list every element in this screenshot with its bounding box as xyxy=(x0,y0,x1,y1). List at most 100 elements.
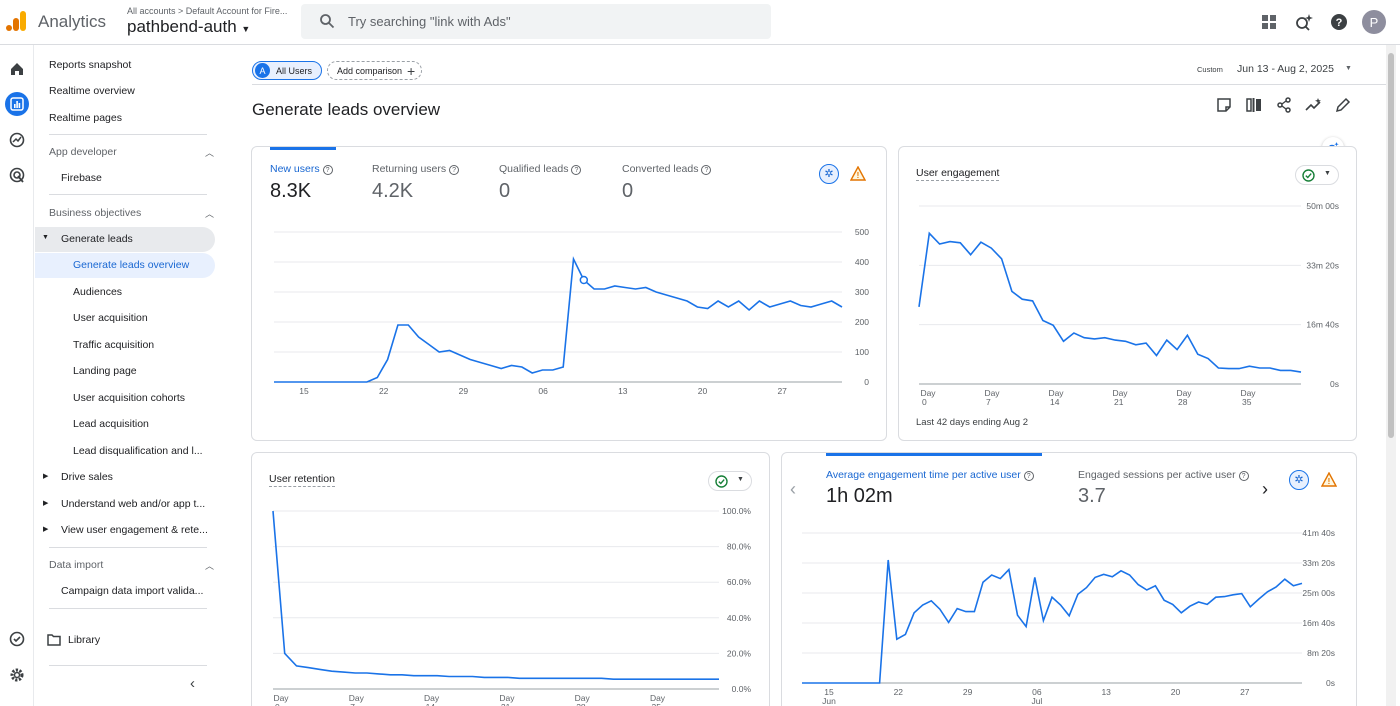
status-check-dropdown[interactable]: ▼ xyxy=(708,471,752,491)
nav-generate-leads[interactable]: Generate leads xyxy=(61,233,133,245)
anomaly-badge-icon[interactable]: ✲ xyxy=(1289,470,1309,490)
date-range-picker[interactable]: Custom Jun 13 - Aug 2, 2025 ▼ xyxy=(1196,62,1356,78)
user-avatar[interactable]: P xyxy=(1362,10,1386,34)
metric-tab-qualified-leads[interactable]: Qualified leads ? xyxy=(499,163,582,175)
metric-tab-converted-leads[interactable]: Converted leads ? xyxy=(622,163,712,175)
caret-right-icon[interactable]: ▶ xyxy=(43,526,49,533)
nav-section-business-objectives[interactable]: Business objectives xyxy=(49,207,142,219)
metric-value: 3.7 xyxy=(1078,485,1106,507)
chevron-up-icon[interactable]: ︿ xyxy=(205,561,215,571)
nav-section-app-developer[interactable]: App developer xyxy=(49,146,117,158)
analytics-logo-icon[interactable] xyxy=(5,10,27,32)
x-tick-label: Day xyxy=(920,388,936,398)
warning-icon[interactable]: ! xyxy=(850,166,866,181)
caret-right-icon[interactable]: ▶ xyxy=(43,500,49,507)
home-icon[interactable] xyxy=(5,57,29,81)
info-icon: ? xyxy=(701,165,712,175)
metric-label: Converted leads xyxy=(622,163,699,175)
nav-traffic-acquisition[interactable]: Traffic acquisition xyxy=(73,339,155,351)
x-tick-label: Day xyxy=(575,693,591,703)
nav-reports-snapshot[interactable]: Reports snapshot xyxy=(49,59,132,71)
y-tick-label: 33m 20s xyxy=(1306,260,1339,270)
nav-lead-disqualification[interactable]: Lead disqualification and l... xyxy=(73,445,203,457)
nav-realtime-pages[interactable]: Realtime pages xyxy=(49,112,122,124)
add-comparison-button[interactable]: Add comparison + xyxy=(327,61,422,80)
chevron-right-icon[interactable]: › xyxy=(1262,479,1268,499)
nav-campaign-data-import[interactable]: Campaign data import valida... xyxy=(61,585,204,597)
x-tick-label: Day xyxy=(499,693,515,703)
nav-drive-sales[interactable]: Drive sales xyxy=(61,471,113,483)
data-point-marker xyxy=(579,275,589,285)
nav-generate-leads-overview[interactable]: Generate leads overview xyxy=(73,259,190,271)
nav-section-data-import[interactable]: Data import xyxy=(49,559,104,571)
chevron-up-icon[interactable]: ︿ xyxy=(205,209,215,219)
chevron-up-icon[interactable]: ︿ xyxy=(205,148,215,158)
chart-footer: Last 42 days ending Aug 2 xyxy=(916,417,1028,428)
new-users-card: New users ? 8.3K Returning users ? 4.2K … xyxy=(251,146,887,441)
account-breadcrumb[interactable]: All accounts > Default Account for Fire.… xyxy=(127,6,288,16)
x-tick-label: 0 xyxy=(922,397,927,405)
apps-grid-icon[interactable] xyxy=(1259,12,1279,32)
nav-audiences[interactable]: Audiences xyxy=(73,286,123,298)
advertising-icon[interactable] xyxy=(5,163,29,187)
x-tick-label: Jun xyxy=(822,696,836,706)
nav-user-acquisition[interactable]: User acquisition xyxy=(73,312,148,324)
nav-understand-web-app[interactable]: Understand web and/or app t... xyxy=(61,498,206,510)
anomaly-badge-icon[interactable]: ✲ xyxy=(819,164,839,184)
scrollbar-track[interactable] xyxy=(1386,45,1396,706)
property-selector[interactable]: pathbend-auth ▼ xyxy=(127,17,250,37)
nav-divider xyxy=(49,134,207,135)
edit-pencil-icon[interactable] xyxy=(1335,97,1351,113)
card-title[interactable]: User engagement xyxy=(916,167,1000,181)
series-line xyxy=(272,510,719,680)
settings-gear-icon[interactable] xyxy=(5,663,29,687)
metric-value: 4.2K xyxy=(372,180,414,202)
explore-icon[interactable] xyxy=(5,128,29,152)
search-bar[interactable]: Try searching "link with Ads" xyxy=(301,4,771,39)
x-tick-label: Day xyxy=(1112,388,1128,398)
card-title[interactable]: User retention xyxy=(269,473,335,487)
insights-sparkle-icon[interactable] xyxy=(1294,12,1314,32)
reports-icon[interactable] xyxy=(5,92,29,116)
x-tick-label: Day xyxy=(349,693,365,703)
configure-icon[interactable] xyxy=(5,627,29,651)
status-check-dropdown[interactable]: ▼ xyxy=(1295,165,1339,185)
x-tick-label: 29 xyxy=(963,687,973,697)
warning-icon[interactable]: ! xyxy=(1321,472,1337,487)
share-icon[interactable] xyxy=(1276,97,1292,113)
nav-lead-acquisition[interactable]: Lead acquisition xyxy=(73,418,149,430)
user-engagement-card: User engagement ▼ 50m 00s 33m 20s 16m 40s 0… xyxy=(898,146,1357,441)
nav-landing-page[interactable]: Landing page xyxy=(73,365,137,377)
nav-firebase[interactable]: Firebase xyxy=(61,172,102,184)
x-tick-label: 13 xyxy=(1101,687,1111,697)
nav-realtime-overview[interactable]: Realtime overview xyxy=(49,85,135,97)
scrollbar-thumb[interactable] xyxy=(1388,53,1394,438)
user-retention-chart[interactable]: 100.0%80.0%60.0%40.0%20.0%0.0%Day0Day7Da… xyxy=(252,501,770,706)
x-tick-label: Jun xyxy=(297,395,311,397)
report-notes-icon[interactable] xyxy=(1216,97,1232,113)
insights-trend-icon[interactable] xyxy=(1305,97,1322,113)
metric-tab-new-users[interactable]: New users ? xyxy=(270,163,333,175)
nav-view-user-engagement[interactable]: View user engagement & rete... xyxy=(61,524,208,536)
metric-tab-avg-engagement-time[interactable]: Average engagement time per active user … xyxy=(826,469,1034,481)
chevron-left-icon[interactable]: ‹ xyxy=(790,479,796,499)
caret-down-icon[interactable]: ▼ xyxy=(42,234,49,241)
nav-user-acquisition-cohorts[interactable]: User acquisition cohorts xyxy=(73,392,186,404)
compare-columns-icon[interactable] xyxy=(1246,97,1262,113)
x-tick-label: 21 xyxy=(501,702,511,706)
x-tick-label: 7 xyxy=(986,397,991,405)
x-tick-label: 27 xyxy=(777,386,787,396)
collapse-chevron-left-icon[interactable]: ‹ xyxy=(190,675,195,692)
x-tick-label: 22 xyxy=(379,386,389,396)
segment-chip-all-users[interactable]: A All Users xyxy=(252,61,322,80)
nav-library[interactable]: Library xyxy=(68,634,101,646)
help-icon[interactable]: ? xyxy=(1329,12,1349,32)
metric-tab-returning-users[interactable]: Returning users ? xyxy=(372,163,460,175)
x-tick-label: Day xyxy=(984,388,1000,398)
caret-right-icon[interactable]: ▶ xyxy=(43,473,49,480)
x-tick-label: Day xyxy=(424,693,440,703)
metric-tab-engaged-sessions[interactable]: Engaged sessions per active user ? xyxy=(1078,469,1249,481)
